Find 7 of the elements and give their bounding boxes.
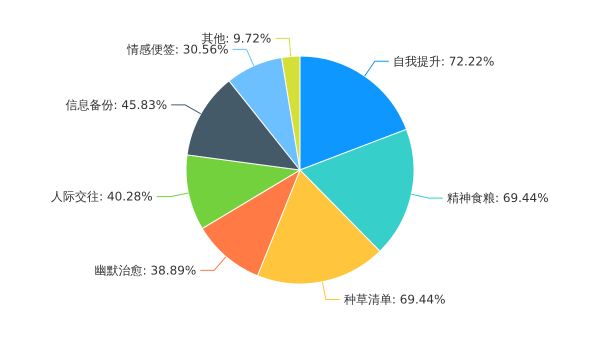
slice-label: 人际交往: 40.28% — [51, 190, 153, 204]
slice-label: 自我提升: 72.22% — [392, 54, 494, 68]
slice-label: 幽默治愈: 38.89% — [94, 263, 196, 278]
slice-label: 信息备份: 45.83% — [66, 98, 168, 112]
slice-label: 精神食粮: 69.44% — [446, 191, 549, 206]
slice-label: 种草清单: 69.44% — [344, 292, 446, 306]
slice-label: 其他: 9.72% — [201, 31, 272, 46]
